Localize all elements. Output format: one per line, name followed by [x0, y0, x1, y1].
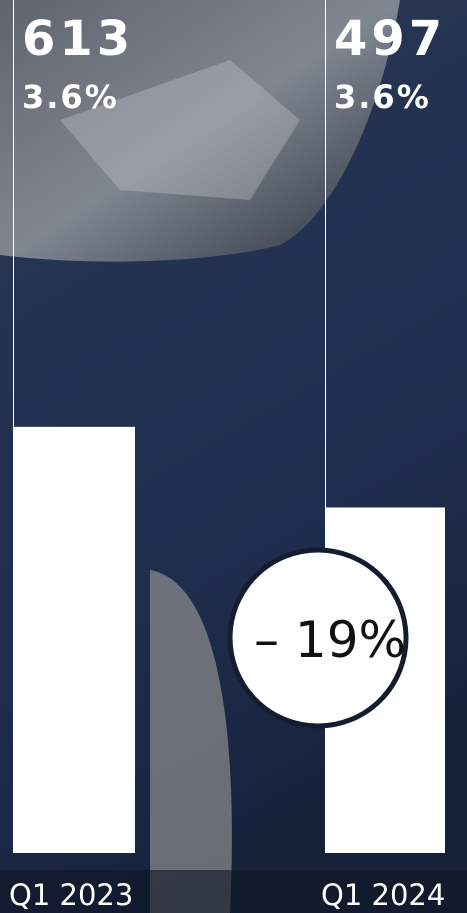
bar [13, 427, 135, 853]
x-tick-label: Q1 2023 [9, 878, 133, 912]
share-label: 3.6% [22, 78, 119, 116]
share-label: 3.6% [334, 78, 431, 116]
change-label: – 19% [254, 611, 406, 669]
chart: 613 3.6% Q1 2023 497 3.6% Q1 2024 – 19% [0, 0, 467, 913]
value-label: 497 [334, 11, 446, 67]
x-tick-label: Q1 2024 [321, 878, 445, 912]
page: 6133.6%Q1 20234973.6%Q1 2024– 19% (() =>… [0, 0, 467, 913]
value-label: 613 [22, 11, 134, 67]
